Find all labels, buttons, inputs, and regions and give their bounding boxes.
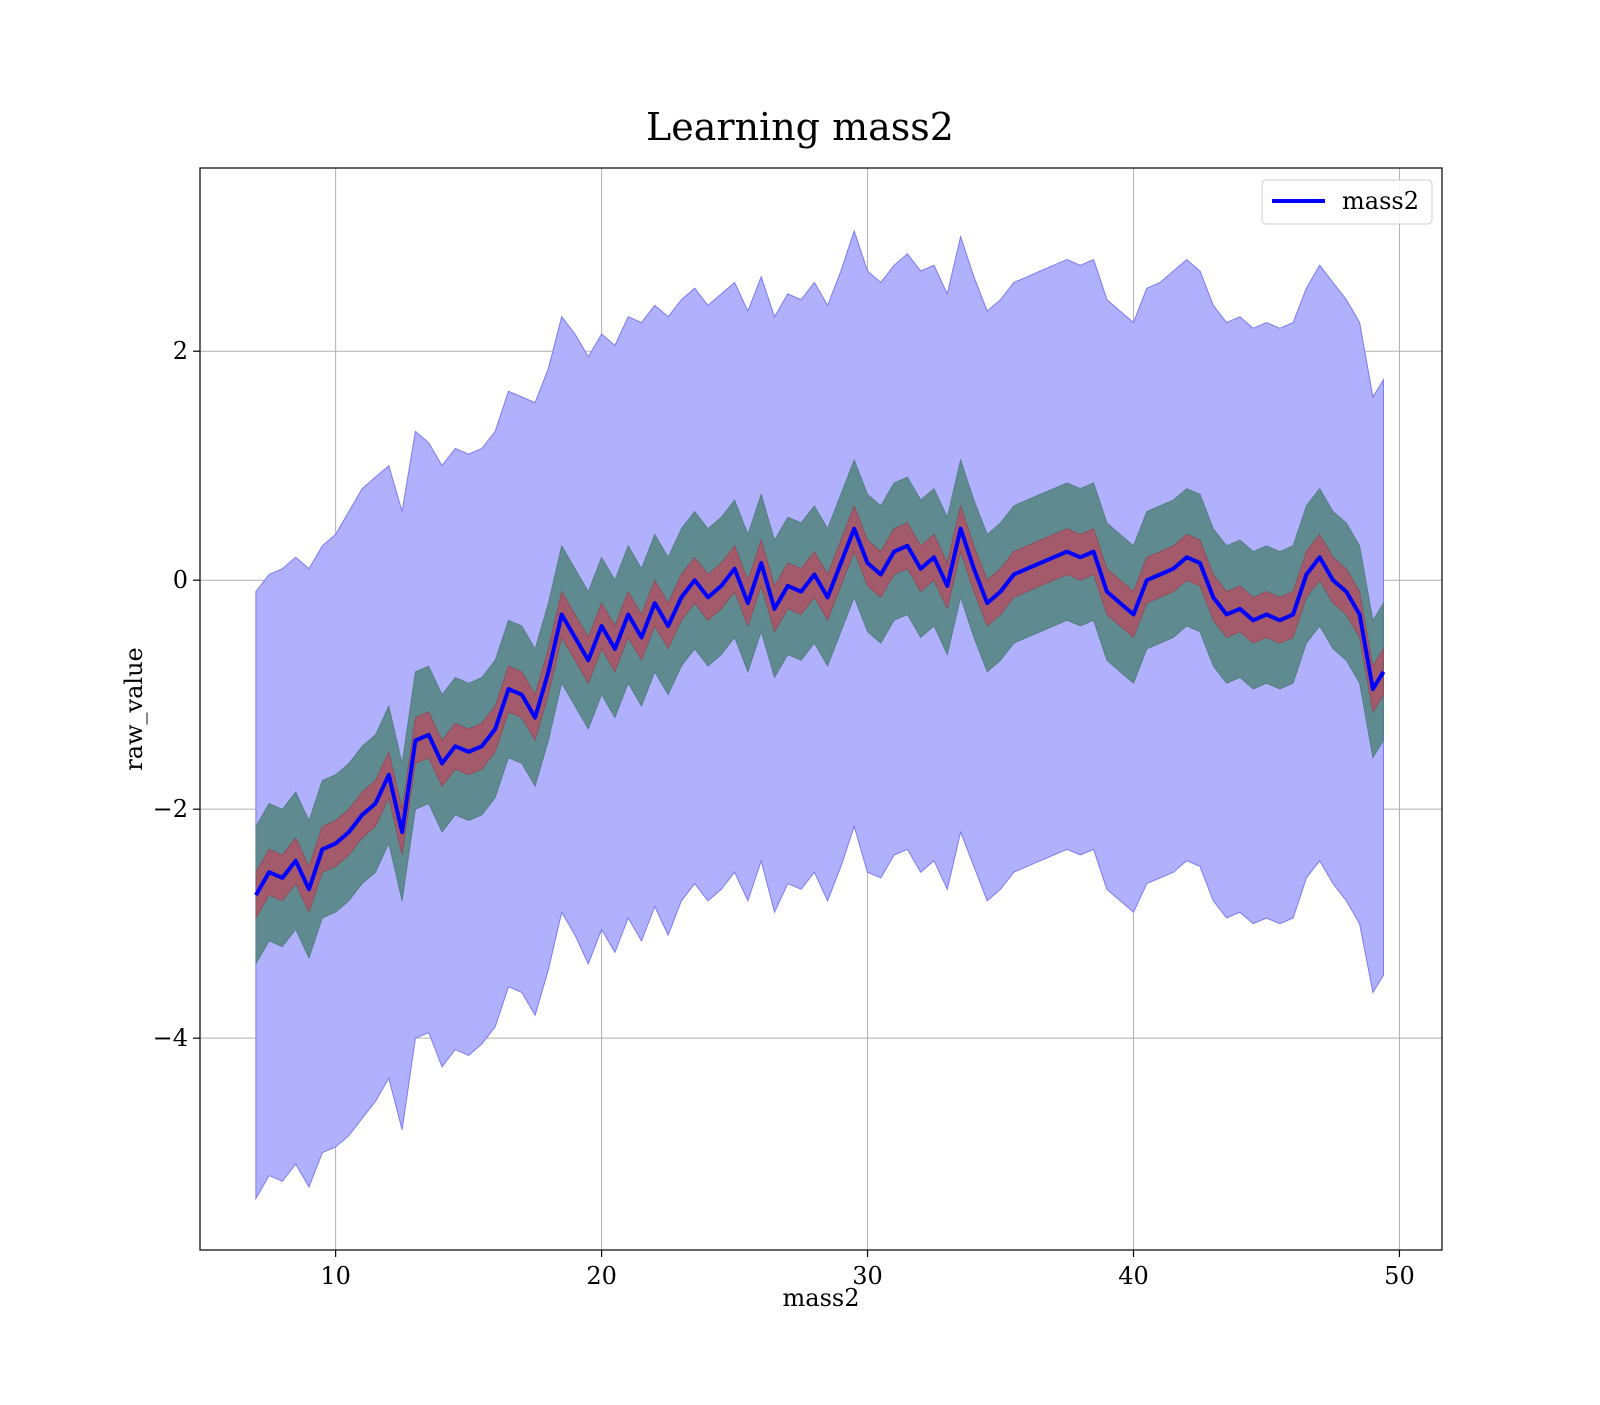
legend: mass2 [1261,179,1433,225]
outer-uncertainty-band [255,229,1384,1201]
x-axis-label: mass2 [783,1284,860,1312]
y-axis-label: raw_value [120,647,148,771]
x-tick-label: 10 [320,1262,351,1290]
x-tick-label: 50 [1384,1262,1415,1290]
y-tick-label: −2 [153,795,188,823]
series-line-mass2 [254,526,1386,897]
inner-uncertainty-band [255,504,1384,920]
x-tick-label: 30 [852,1262,883,1290]
x-tick-label: 40 [1118,1262,1149,1290]
y-tick-label: −4 [153,1024,188,1052]
y-tick-label: 2 [173,337,188,365]
legend-entry-mass2: mass2 [1342,187,1419,215]
y-axis-ticks: −4 −2 0 2 [153,337,200,1052]
legend-box [1261,179,1433,225]
x-tick-label: 20 [586,1262,617,1290]
plot-frame [199,167,1443,1251]
y-tick-label: 0 [173,566,188,594]
chart-title: Learning mass2 [646,105,954,149]
x-axis-ticks: 10 20 30 40 50 [320,1250,1415,1290]
